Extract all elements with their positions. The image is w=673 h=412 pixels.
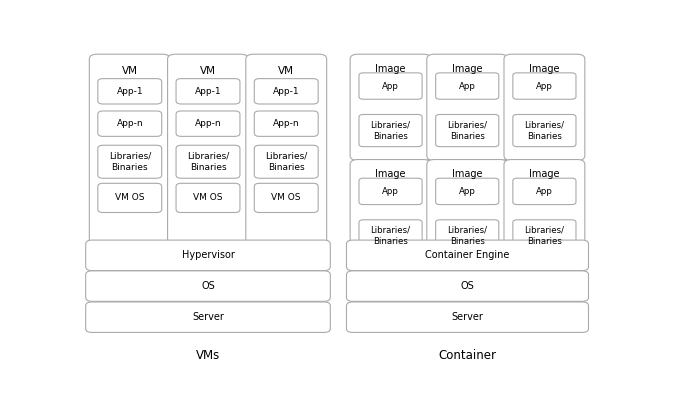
Text: App-1: App-1 xyxy=(194,87,221,96)
FancyBboxPatch shape xyxy=(427,159,507,266)
Text: App: App xyxy=(459,82,476,91)
Text: Image: Image xyxy=(452,64,483,74)
FancyBboxPatch shape xyxy=(435,115,499,147)
FancyBboxPatch shape xyxy=(254,111,318,136)
FancyBboxPatch shape xyxy=(359,73,422,99)
FancyBboxPatch shape xyxy=(359,115,422,147)
Text: Libraries/
Binaries: Libraries/ Binaries xyxy=(265,152,308,172)
FancyBboxPatch shape xyxy=(85,302,330,332)
FancyBboxPatch shape xyxy=(359,220,422,252)
Text: Image: Image xyxy=(529,169,560,180)
Text: Image: Image xyxy=(452,169,483,180)
FancyBboxPatch shape xyxy=(85,240,330,271)
FancyBboxPatch shape xyxy=(246,54,326,254)
Text: App: App xyxy=(536,82,553,91)
FancyBboxPatch shape xyxy=(513,220,576,252)
Text: App: App xyxy=(459,187,476,196)
Text: VM OS: VM OS xyxy=(193,193,223,202)
Text: App-n: App-n xyxy=(194,119,221,128)
Text: Libraries/
Binaries: Libraries/ Binaries xyxy=(108,152,151,172)
FancyBboxPatch shape xyxy=(513,178,576,204)
Text: Image: Image xyxy=(529,64,560,74)
FancyBboxPatch shape xyxy=(347,302,588,332)
FancyBboxPatch shape xyxy=(350,159,431,266)
Text: VM: VM xyxy=(278,66,294,76)
Text: Hypervisor: Hypervisor xyxy=(182,250,234,260)
FancyBboxPatch shape xyxy=(347,271,588,301)
FancyBboxPatch shape xyxy=(435,178,499,204)
Text: App: App xyxy=(536,187,553,196)
Text: Libraries/
Binaries: Libraries/ Binaries xyxy=(524,120,565,140)
FancyBboxPatch shape xyxy=(254,183,318,213)
Text: VM OS: VM OS xyxy=(115,193,145,202)
Text: Container Engine: Container Engine xyxy=(425,250,509,260)
Text: Image: Image xyxy=(376,169,406,180)
Text: VM OS: VM OS xyxy=(271,193,301,202)
Text: VMs: VMs xyxy=(196,349,220,363)
FancyBboxPatch shape xyxy=(254,79,318,104)
Text: Server: Server xyxy=(452,312,483,322)
FancyBboxPatch shape xyxy=(504,54,585,161)
FancyBboxPatch shape xyxy=(435,220,499,252)
FancyBboxPatch shape xyxy=(168,54,248,254)
Text: App-n: App-n xyxy=(273,119,299,128)
Text: OS: OS xyxy=(460,281,474,291)
FancyBboxPatch shape xyxy=(98,183,162,213)
Text: VM: VM xyxy=(200,66,216,76)
FancyBboxPatch shape xyxy=(176,79,240,104)
Text: App-n: App-n xyxy=(116,119,143,128)
FancyBboxPatch shape xyxy=(98,145,162,178)
Text: OS: OS xyxy=(201,281,215,291)
Text: Libraries/
Binaries: Libraries/ Binaries xyxy=(371,120,411,140)
Text: Container: Container xyxy=(439,349,497,363)
FancyBboxPatch shape xyxy=(427,54,507,161)
Text: Libraries/
Binaries: Libraries/ Binaries xyxy=(187,152,229,172)
FancyBboxPatch shape xyxy=(98,79,162,104)
FancyBboxPatch shape xyxy=(435,73,499,99)
Text: VM: VM xyxy=(122,66,138,76)
FancyBboxPatch shape xyxy=(98,111,162,136)
FancyBboxPatch shape xyxy=(359,178,422,204)
Text: Server: Server xyxy=(192,312,224,322)
Text: Libraries/
Binaries: Libraries/ Binaries xyxy=(448,226,487,246)
Text: App-1: App-1 xyxy=(116,87,143,96)
Text: Libraries/
Binaries: Libraries/ Binaries xyxy=(371,226,411,246)
FancyBboxPatch shape xyxy=(254,145,318,178)
FancyBboxPatch shape xyxy=(176,111,240,136)
FancyBboxPatch shape xyxy=(176,145,240,178)
FancyBboxPatch shape xyxy=(513,115,576,147)
Text: Libraries/
Binaries: Libraries/ Binaries xyxy=(524,226,565,246)
FancyBboxPatch shape xyxy=(513,73,576,99)
FancyBboxPatch shape xyxy=(504,159,585,266)
FancyBboxPatch shape xyxy=(85,271,330,301)
Text: App-1: App-1 xyxy=(273,87,299,96)
Text: App: App xyxy=(382,187,399,196)
FancyBboxPatch shape xyxy=(347,240,588,271)
FancyBboxPatch shape xyxy=(350,54,431,161)
Text: App: App xyxy=(382,82,399,91)
FancyBboxPatch shape xyxy=(176,183,240,213)
FancyBboxPatch shape xyxy=(90,54,170,254)
Text: Image: Image xyxy=(376,64,406,74)
Text: Libraries/
Binaries: Libraries/ Binaries xyxy=(448,120,487,140)
